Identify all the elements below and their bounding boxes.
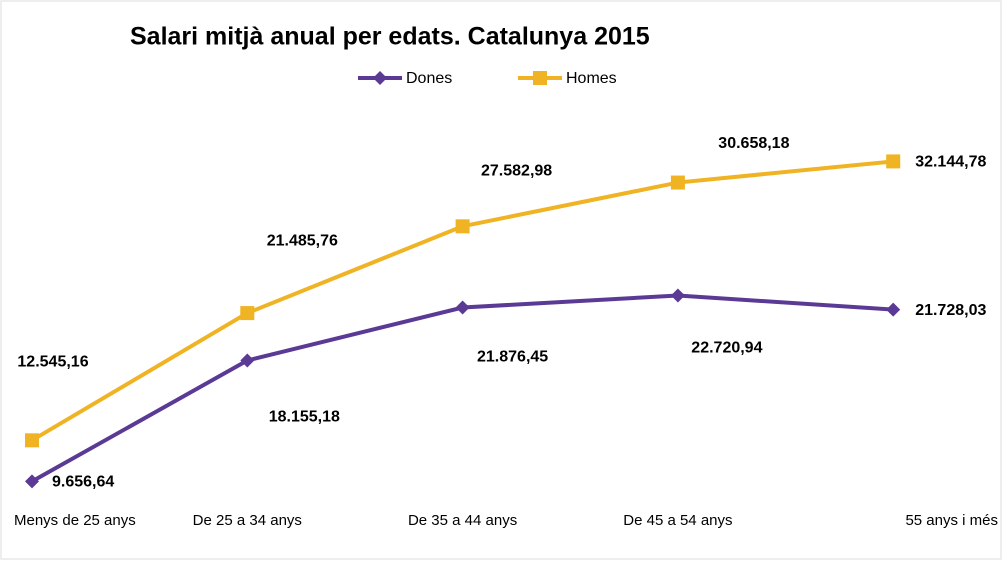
data-label: 30.658,18: [718, 135, 789, 152]
data-label: 21.485,76: [267, 232, 338, 249]
marker: [533, 71, 547, 85]
marker: [455, 300, 470, 315]
marker: [240, 353, 255, 368]
data-label: 32.144,78: [915, 154, 986, 171]
data-label: 22.720,94: [691, 340, 762, 357]
data-label: 21.876,45: [477, 349, 548, 366]
x-tick-label: De 45 a 54 anys: [623, 512, 732, 529]
marker: [670, 175, 685, 190]
marker: [455, 219, 470, 234]
chart-title: Salari mitjà anual per edats. Catalunya …: [130, 23, 650, 51]
data-label: 21.728,03: [915, 302, 986, 319]
marker: [240, 306, 255, 321]
data-label: 12.545,16: [17, 354, 88, 371]
x-tick-label: Menys de 25 anys: [14, 512, 136, 529]
marker: [886, 154, 901, 169]
data-label: 18.155,18: [269, 409, 340, 426]
marker: [25, 474, 39, 489]
data-label: 9.656,64: [52, 474, 114, 491]
marker: [886, 302, 901, 317]
x-tick-label: De 35 a 44 anys: [408, 512, 517, 529]
data-label: 27.582,98: [481, 163, 552, 180]
legend-label: Dones: [406, 70, 452, 87]
marker: [373, 71, 387, 85]
x-tick-label: 55 anys i més: [905, 512, 998, 529]
x-tick-label: De 25 a 34 anys: [193, 512, 302, 529]
marker: [25, 433, 39, 448]
marker: [670, 288, 685, 303]
legend-label: Homes: [566, 70, 617, 87]
